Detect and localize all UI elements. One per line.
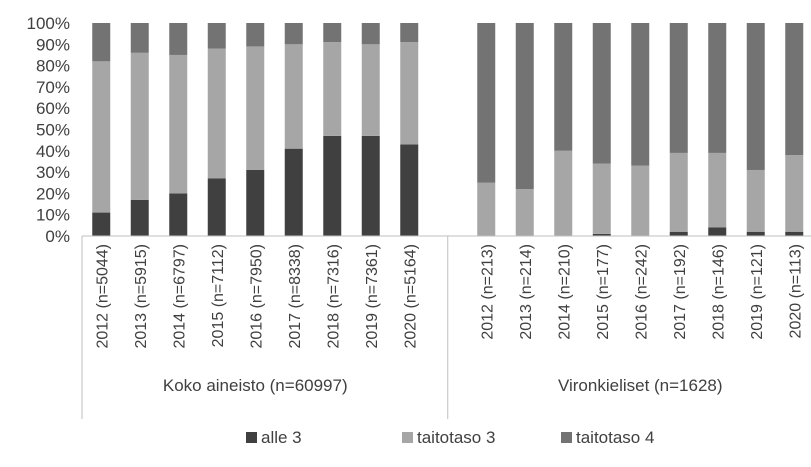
legend-swatch <box>402 432 413 443</box>
bar-segment-alle-3 <box>323 135 342 236</box>
legend: alle 3 taitotaso 3 taitotaso 4 <box>246 428 654 447</box>
bar-segment-taitotaso-3 <box>169 54 188 194</box>
bar-segment-taitotaso-3 <box>361 44 380 136</box>
bar-segment-taitotaso-4 <box>400 23 419 43</box>
bar-segment-alle-3 <box>785 231 804 236</box>
y-tick-label: 90% <box>36 35 70 54</box>
x-tick-label: 2017 (n=192) <box>672 244 689 340</box>
bar-segment-taitotaso-3 <box>592 163 611 234</box>
y-tick-label: 30% <box>36 163 70 182</box>
bar-segment-alle-3 <box>708 227 727 236</box>
x-tick-label: 2013 (n=5915) <box>133 244 150 349</box>
x-tick-label: 2017 (n=8338) <box>287 244 304 349</box>
x-tick-label: 2019 (n=121) <box>749 244 766 340</box>
x-tick-label: 2015 (n=7112) <box>210 244 227 347</box>
x-tick-label: 2013 (n=214) <box>518 244 535 340</box>
bar-segment-alle-3 <box>592 233 611 236</box>
y-tick-label: 80% <box>36 57 70 76</box>
bar-segment-taitotaso-4 <box>631 23 650 166</box>
x-tick-label: 2018 (n=7316) <box>325 244 342 349</box>
x-tick-label: 2015 (n=177) <box>595 244 612 340</box>
bar-segment-taitotaso-3 <box>669 152 688 232</box>
bar-segment-taitotaso-4 <box>708 23 727 153</box>
x-tick-label: 2012 (n=213) <box>479 244 496 340</box>
bar-segment-taitotaso-3 <box>746 169 765 232</box>
x-tick-label: 2012 (n=5044) <box>94 244 111 349</box>
legend-label: taitotaso 4 <box>576 428 654 447</box>
bar-segment-taitotaso-3 <box>515 189 534 236</box>
x-tick-label: 2016 (n=7950) <box>248 244 265 349</box>
bar-segment-alle-3 <box>669 231 688 236</box>
bar-segment-taitotaso-4 <box>515 23 534 190</box>
bar-segment-taitotaso-4 <box>284 23 303 45</box>
bar-segment-taitotaso-3 <box>323 42 342 136</box>
bar-segment-taitotaso-4 <box>361 23 380 45</box>
bar-segment-alle-3 <box>169 193 188 236</box>
bar-segment-taitotaso-4 <box>169 23 188 55</box>
bar-segment-alle-3 <box>284 148 303 236</box>
bar-segment-alle-3 <box>246 169 265 236</box>
bar-segment-taitotaso-3 <box>708 152 727 228</box>
bar-segment-alle-3 <box>400 144 419 236</box>
bar-segment-taitotaso-4 <box>477 23 496 183</box>
x-tick-label: 2019 (n=7361) <box>364 244 381 349</box>
bar-segment-taitotaso-4 <box>785 23 804 156</box>
y-axis-ticks: 0% 10% 20% 30% 40% 50% 60% 70% 80% 90% 100% <box>27 14 70 246</box>
bar-segment-taitotaso-4 <box>592 23 611 164</box>
x-tick-label: 2020 (n=5164) <box>402 244 419 349</box>
bar-segment-alle-3 <box>92 212 111 236</box>
y-tick-label: 70% <box>36 78 70 97</box>
bar-segment-taitotaso-3 <box>92 61 111 213</box>
bar-segment-alle-3 <box>361 135 380 236</box>
legend-swatch <box>561 432 572 443</box>
bar-segment-taitotaso-3 <box>207 48 226 179</box>
y-tick-label: 20% <box>36 184 70 203</box>
y-tick-label: 10% <box>36 206 70 225</box>
bars <box>92 23 804 236</box>
bar-segment-taitotaso-3 <box>785 155 804 232</box>
y-tick-label: 60% <box>36 99 70 118</box>
y-tick-label: 40% <box>36 142 70 161</box>
legend-label: taitotaso 3 <box>417 428 495 447</box>
y-tick-label: 0% <box>45 227 70 246</box>
group-label: Koko aineisto (n=60997) <box>163 376 348 395</box>
x-tick-label: 2016 (n=242) <box>633 244 650 340</box>
axes <box>81 235 811 419</box>
bar-segment-taitotaso-4 <box>554 23 573 151</box>
bar-segment-taitotaso-3 <box>631 165 650 236</box>
x-tick-label: 2020 (n=113) <box>787 244 804 338</box>
bar-segment-taitotaso-4 <box>92 23 111 62</box>
legend-label: alle 3 <box>261 428 302 447</box>
x-tick-label: 2014 (n=210) <box>556 244 573 340</box>
bar-segment-alle-3 <box>130 199 149 236</box>
bar-segment-taitotaso-4 <box>746 23 765 170</box>
group-labels: Koko aineisto (n=60997) Vironkieliset (n=… <box>163 376 723 395</box>
bar-segment-taitotaso-4 <box>246 23 265 47</box>
bar-segment-taitotaso-3 <box>246 46 265 170</box>
bar-segment-taitotaso-4 <box>130 23 149 53</box>
bar-segment-taitotaso-4 <box>669 23 688 153</box>
legend-swatch <box>246 432 257 443</box>
bar-segment-taitotaso-3 <box>554 150 573 236</box>
bar-segment-alle-3 <box>746 231 765 236</box>
bar-segment-taitotaso-3 <box>400 42 419 145</box>
bar-segment-alle-3 <box>207 178 226 236</box>
bar-segment-taitotaso-3 <box>477 182 496 236</box>
x-tick-label: 2018 (n=146) <box>710 244 727 340</box>
bar-segment-taitotaso-3 <box>284 44 303 149</box>
y-tick-label: 100% <box>27 14 70 33</box>
x-axis-tick-labels: 2012 (n=5044) 2013 (n=5915) 2014 (n=6797) 2… <box>94 244 804 349</box>
bar-segment-taitotaso-3 <box>130 52 149 200</box>
group-label: Vironkieliset (n=1628) <box>558 376 723 395</box>
y-tick-label: 50% <box>36 121 70 140</box>
x-tick-label: 2014 (n=6797) <box>171 244 188 349</box>
bar-segment-taitotaso-4 <box>207 23 226 49</box>
bar-segment-taitotaso-4 <box>323 23 342 43</box>
